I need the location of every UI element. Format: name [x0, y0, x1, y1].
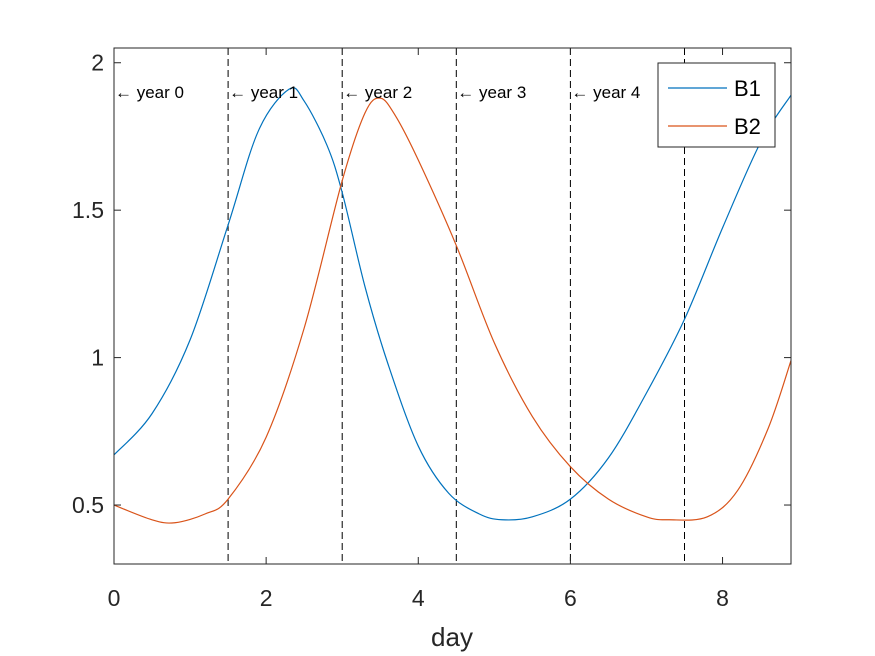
x-tick-label: 2 — [260, 585, 273, 611]
legend: B1 B2 — [657, 62, 776, 148]
x-tick-label: 8 — [716, 585, 729, 611]
legend-label-b1: B1 — [734, 76, 761, 101]
y-tick-label: 1 — [91, 345, 104, 371]
annotations: ← year 0 ← year 1 ← year 2 ← year 3 ← year 4 — [115, 83, 640, 102]
y-tick-label: 0.5 — [72, 492, 104, 518]
series-lines — [113, 87, 792, 524]
year-annotation: ← year 0 — [115, 83, 184, 102]
year-annotation: ← year 2 — [343, 83, 412, 102]
x-tick-label: 0 — [108, 585, 121, 611]
legend-label-b2: B2 — [734, 114, 761, 139]
year-annotation: ← year 1 — [229, 83, 298, 102]
year-annotation: ← year 4 — [571, 83, 640, 102]
y-tick-label: 2 — [91, 50, 104, 76]
vertical-lines — [227, 48, 686, 564]
series-line-b1 — [113, 87, 792, 521]
year-annotation: ← year 3 — [457, 83, 526, 102]
y-tick-label: 1.5 — [72, 197, 104, 223]
axis-ticks: 0 2 4 6 8 0.5 1 1.5 2 — [72, 48, 791, 611]
series-line-b2 — [113, 97, 792, 524]
x-tick-label: 6 — [564, 585, 577, 611]
x-axis-label: day — [431, 622, 473, 652]
axes-box — [113, 47, 792, 565]
x-tick-label: 4 — [412, 585, 425, 611]
legend-box — [657, 62, 776, 148]
